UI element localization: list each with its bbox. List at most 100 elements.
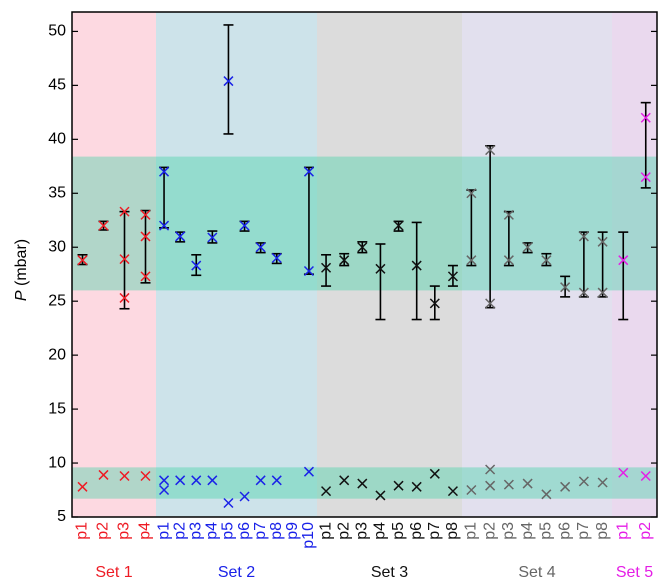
category-label: p7	[575, 522, 592, 540]
set-label: Set 4	[518, 564, 555, 581]
low-point	[597, 477, 608, 488]
category-label: p8	[268, 522, 285, 540]
low-point	[429, 468, 440, 479]
point	[560, 282, 571, 293]
category-label: p4	[519, 522, 536, 540]
y-tick-label: 50	[48, 23, 66, 40]
axes: 5 10 15 20 25 30 35 40 45 50	[48, 11, 658, 525]
point	[271, 252, 282, 264]
set-label: Set 2	[218, 564, 255, 581]
point	[578, 231, 589, 242]
point	[466, 188, 477, 199]
low-point	[321, 486, 332, 497]
category-label: p1	[74, 522, 91, 540]
category-label: p6	[408, 522, 425, 540]
point	[119, 254, 130, 265]
point	[159, 220, 170, 231]
point	[119, 206, 130, 217]
low-point	[77, 481, 88, 492]
low-point	[207, 475, 218, 486]
point	[77, 255, 88, 266]
point	[239, 220, 250, 231]
set-background	[156, 12, 317, 517]
low-point	[255, 475, 266, 486]
category-label: p6	[556, 522, 573, 540]
category-label: p3	[116, 522, 133, 540]
data-marks	[77, 24, 651, 509]
category-label: p2	[95, 522, 112, 540]
point	[485, 298, 496, 309]
low-point	[159, 475, 170, 486]
category-label: p10	[300, 522, 317, 549]
category-label: p8	[594, 522, 611, 540]
point	[140, 231, 151, 242]
low-point	[303, 466, 314, 477]
point	[140, 271, 151, 282]
y-label-symbol: P	[13, 290, 30, 301]
category-label: p6	[236, 522, 253, 540]
error-bar	[618, 231, 629, 321]
category-label: p7	[426, 522, 443, 540]
category-label: p5	[538, 522, 555, 540]
low-point	[503, 479, 514, 490]
y-tick-label: 30	[48, 238, 66, 255]
category-label: p1	[463, 522, 480, 540]
point	[640, 112, 651, 123]
category-label: p1	[317, 522, 334, 540]
point	[375, 263, 386, 274]
point	[485, 145, 496, 156]
y-tick-label: 45	[48, 77, 66, 94]
category-label: p4	[204, 522, 221, 540]
low-point	[578, 476, 589, 487]
low-point	[447, 486, 458, 497]
category-label: p2	[481, 522, 498, 540]
category-label: p5	[220, 522, 237, 540]
y-tick-label: 10	[48, 454, 66, 471]
low-point	[119, 470, 130, 482]
category-label: p1	[614, 522, 631, 540]
low-point	[191, 475, 202, 486]
y-tick-label: 20	[48, 346, 66, 363]
low-point	[541, 489, 552, 500]
set-label: Set 5	[616, 564, 653, 581]
category-label: p3	[354, 522, 371, 540]
category-label: p1	[155, 522, 172, 540]
y-tick-label: 5	[57, 508, 66, 525]
low-point	[485, 464, 496, 475]
point	[119, 292, 130, 303]
point	[140, 209, 151, 220]
point	[339, 255, 350, 266]
point	[321, 262, 332, 273]
point	[447, 271, 458, 282]
y-axis-label: P (mbar)	[13, 239, 30, 301]
point	[429, 298, 440, 309]
category-label: p5	[390, 522, 407, 540]
point	[303, 265, 314, 277]
error-bar	[321, 253, 332, 287]
category-label: p2	[335, 522, 352, 540]
point	[597, 236, 608, 247]
y-label-unit: (mbar)	[13, 239, 30, 286]
category-label: p4	[137, 522, 154, 540]
low-point	[411, 481, 422, 492]
low-point	[159, 484, 170, 496]
point	[578, 287, 589, 298]
low-point	[522, 478, 533, 489]
point	[175, 231, 186, 242]
point	[411, 260, 422, 271]
low-point	[618, 467, 629, 478]
low-point	[466, 484, 477, 496]
plot-frame	[71, 11, 658, 518]
low-point	[640, 470, 651, 482]
y-tick-label: 35	[48, 185, 66, 202]
point	[303, 166, 314, 177]
point	[393, 220, 404, 231]
category-label: p8	[444, 522, 461, 540]
y-tick-label: 25	[48, 292, 66, 309]
set-label: Set 1	[95, 564, 132, 581]
low-point	[357, 478, 368, 489]
category-label: p7	[252, 522, 269, 540]
low-point	[140, 470, 151, 482]
point	[207, 232, 218, 243]
